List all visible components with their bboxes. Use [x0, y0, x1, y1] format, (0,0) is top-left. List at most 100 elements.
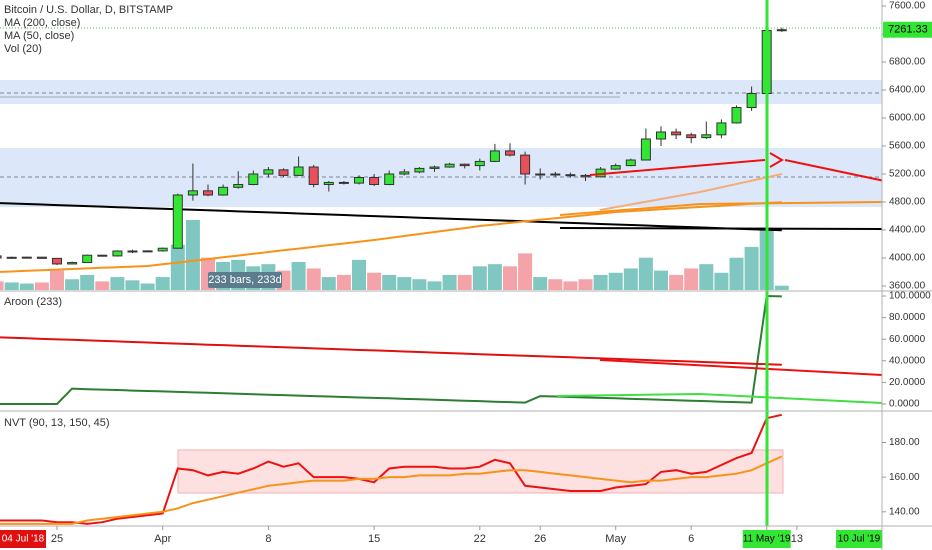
series-line — [0, 201, 782, 273]
candle-body — [580, 174, 591, 178]
candle-body — [550, 173, 561, 176]
volume-bar — [593, 274, 608, 290]
candle-body — [218, 186, 229, 196]
chart-title: Bitcoin / U.S. Dollar, D, BITSTAMP — [4, 4, 173, 16]
x-tick-label: 11 May '19 — [743, 534, 791, 545]
volume-bar — [472, 266, 487, 290]
x-tick-label: 13 — [791, 533, 803, 545]
volume-bar — [95, 281, 110, 290]
trend-line — [599, 173, 783, 211]
volume-bar — [140, 283, 155, 290]
y-tick-label: 4400.00 — [889, 225, 926, 236]
volume-bar — [563, 281, 578, 290]
volume-bar — [533, 277, 548, 290]
volume-bar — [714, 272, 729, 290]
candle-body — [716, 122, 727, 136]
arrow-head — [769, 152, 784, 168]
candle-body — [520, 154, 531, 175]
candle-body — [384, 173, 395, 186]
volume-bar — [699, 264, 714, 290]
range-start-tag — [0, 530, 46, 548]
volume-bar — [669, 274, 684, 290]
volume-bar — [487, 264, 502, 290]
x-tick-label: Apr — [154, 533, 171, 545]
candle-body — [187, 190, 198, 196]
candle-body — [369, 177, 380, 186]
candle-body — [701, 134, 712, 139]
drawings-top — [556, 0, 882, 526]
volume-bar — [352, 259, 366, 290]
volume-bar — [170, 244, 185, 290]
x-tick-highlight — [742, 530, 791, 548]
volume-bar — [503, 266, 517, 290]
volume-bar — [638, 257, 653, 290]
volume-bar — [744, 246, 759, 290]
candle-body — [565, 174, 576, 177]
volume-bar — [306, 268, 321, 290]
candle-body — [233, 184, 244, 188]
candle-body — [6, 256, 17, 259]
volume-bar — [19, 283, 34, 290]
volume-bar — [654, 270, 668, 290]
candle-body — [505, 150, 515, 156]
volume-bar — [729, 257, 744, 290]
candle-body — [0, 255, 2, 259]
annotation-box — [208, 272, 282, 288]
zone — [0, 80, 882, 104]
series-line — [0, 294, 782, 405]
volume-bar — [427, 281, 442, 290]
volume-bar — [110, 277, 125, 290]
candle-body — [112, 250, 123, 257]
series-line — [0, 455, 783, 525]
y-tick-label: 6000.00 — [889, 113, 926, 124]
y-tick-label: 140.00 — [889, 506, 920, 517]
x-tick-label: 15 — [368, 533, 380, 545]
y-tick-label: 20.0000 — [889, 377, 926, 388]
candle-body — [354, 177, 364, 184]
trend-line — [589, 159, 766, 176]
y-tick-label: 5200.00 — [889, 169, 926, 180]
candle-body — [489, 150, 500, 162]
candle-body — [142, 250, 153, 253]
volume-bar — [608, 272, 623, 290]
candle-body — [731, 107, 742, 124]
y-tick-label: 180.00 — [889, 437, 920, 448]
candle-body — [414, 167, 425, 173]
last-price-tag — [883, 21, 932, 38]
candle-body — [248, 173, 259, 186]
candle-body — [610, 165, 621, 170]
trend-line — [559, 227, 882, 230]
range-end-tag — [836, 530, 882, 548]
candle-body — [459, 163, 470, 167]
y-tick-label: 40.0000 — [889, 355, 926, 366]
volume-bar — [321, 277, 336, 290]
volume-bar — [412, 279, 427, 290]
series-line — [0, 336, 782, 366]
volume-bar — [518, 253, 533, 290]
candle-body — [671, 131, 682, 136]
y-tick-label: 160.00 — [889, 472, 920, 483]
trend-line — [784, 159, 882, 182]
volume-bar — [291, 262, 306, 290]
volume-bar — [382, 274, 397, 290]
candle-body — [157, 247, 168, 252]
annotation: 233 bars, 233d — [208, 274, 281, 286]
volume-bar — [684, 268, 699, 290]
last-price-label: 7261.33 — [888, 24, 928, 36]
y-tick-label: 80.0000 — [889, 312, 926, 323]
candle-body — [263, 169, 274, 175]
candle-body — [776, 29, 787, 32]
pane-title: Aroon (233) — [4, 296, 62, 308]
candle-body — [429, 166, 440, 169]
candle-body — [308, 166, 319, 186]
pane-title: NVT (90, 13, 150, 45) — [4, 417, 110, 429]
candle-body — [625, 159, 636, 167]
candle-body — [52, 257, 62, 265]
volume-bar — [34, 282, 49, 290]
candle-body — [127, 250, 138, 253]
y-tick-label: 4000.00 — [889, 253, 926, 264]
volume-bar — [774, 285, 789, 290]
candle-body — [293, 166, 304, 176]
